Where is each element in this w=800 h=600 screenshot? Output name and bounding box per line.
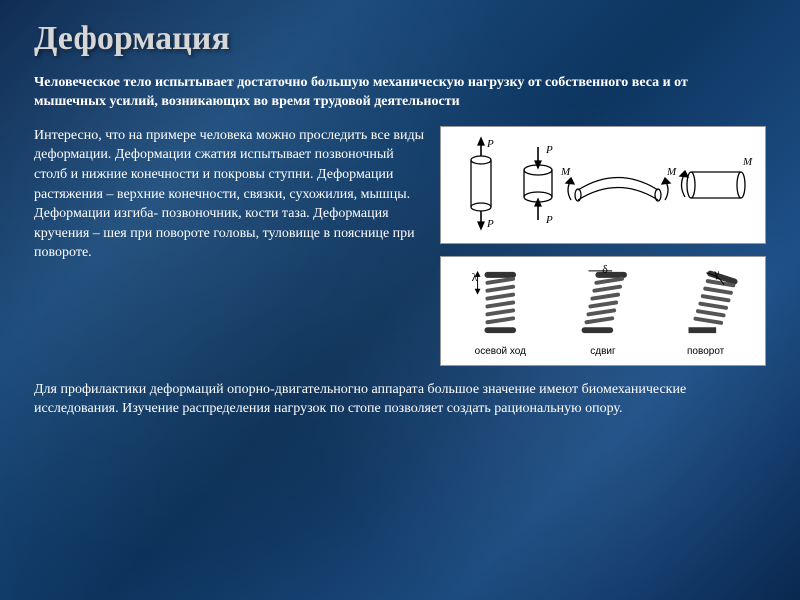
svg-text:M: M — [666, 166, 677, 178]
spring-tilt: γ поворот — [664, 265, 747, 357]
left-text-block: Интересно, что на примере человека можно… — [34, 126, 426, 366]
figure-column: P P P P — [440, 126, 766, 366]
svg-text:P: P — [545, 144, 553, 156]
spring-shear: δ сдвиг — [562, 265, 645, 357]
spring-label: сдвиг — [590, 346, 615, 357]
spring-label: поворот — [687, 346, 724, 357]
intro-paragraph: Человеческое тело испытывает достаточно … — [34, 74, 766, 112]
svg-text:M: M — [742, 156, 753, 168]
spring-modes-figure: λ осевой ход — [440, 256, 766, 366]
svg-text:P: P — [545, 214, 553, 226]
bottom-paragraph: Для профилактики деформаций опорно-двига… — [34, 380, 766, 419]
slide-title: Деформация — [34, 20, 766, 58]
deformation-diagram-icon: P P P P — [449, 135, 757, 235]
spring-row: λ осевой ход — [449, 265, 757, 357]
content-row: Интересно, что на примере человека можно… — [34, 126, 766, 366]
spring-label: осевой ход — [475, 346, 526, 357]
svg-text:P: P — [486, 218, 494, 230]
spring-axial: λ осевой ход — [459, 265, 542, 357]
force-label: P — [486, 138, 494, 150]
moment-label: M — [560, 166, 571, 178]
deformation-types-figure: P P P P — [440, 126, 766, 244]
slide: Деформация Человеческое тело испытывает … — [0, 0, 800, 600]
